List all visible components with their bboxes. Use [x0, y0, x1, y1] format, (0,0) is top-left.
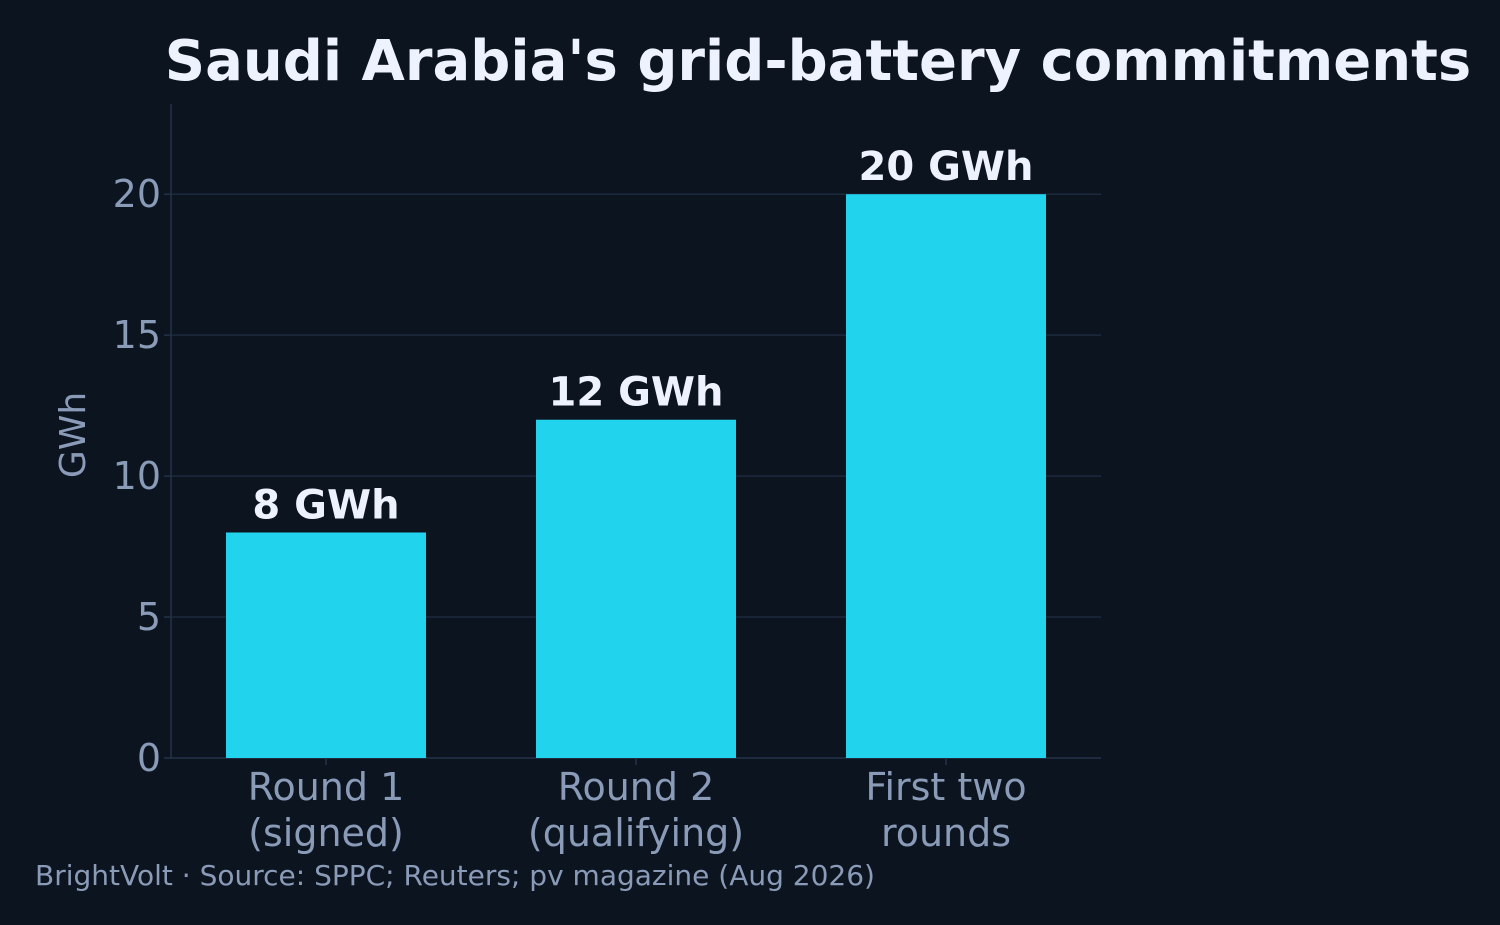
x-tick-label: First two rounds — [865, 765, 1026, 855]
bar — [536, 419, 736, 758]
data-label: 12 GWh — [548, 370, 723, 416]
y-tick-labels: 0 5 10 15 20 — [113, 172, 161, 780]
data-label: 8 GWh — [252, 482, 399, 528]
x-tick-label: Round 1 (signed) — [248, 765, 405, 855]
bar — [226, 532, 426, 758]
bars — [226, 194, 1046, 758]
data-labels: 8 GWh 12 GWh 20 GWh — [252, 144, 1033, 528]
source-footer: BrightVolt · Source: SPPC; Reuters; pv m… — [35, 859, 875, 892]
bar — [846, 194, 1046, 758]
chart-title: Saudi Arabia's grid-battery commitments — [165, 29, 1471, 94]
y-tick-label: 0 — [137, 736, 161, 780]
x-tick-labels: Round 1 (signed) Round 2 (qualifying) First … — [248, 765, 1027, 855]
y-tick-label: 10 — [113, 454, 161, 498]
y-tick-label: 5 — [137, 595, 161, 639]
y-tick-label: 20 — [113, 172, 161, 216]
y-axis-label: GWh — [53, 392, 94, 478]
data-label: 20 GWh — [858, 144, 1033, 190]
y-tick-label: 15 — [113, 313, 161, 357]
x-tick-label: Round 2 (qualifying) — [528, 765, 744, 855]
